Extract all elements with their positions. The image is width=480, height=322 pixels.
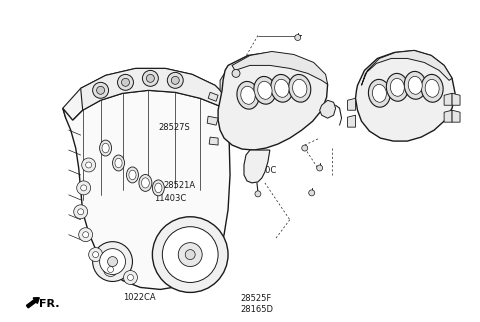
Text: FR.: FR. — [39, 299, 60, 309]
Ellipse shape — [241, 86, 255, 104]
Ellipse shape — [237, 81, 259, 109]
Text: 11403C: 11403C — [233, 114, 265, 123]
Ellipse shape — [404, 71, 426, 99]
Ellipse shape — [152, 180, 164, 196]
Ellipse shape — [112, 155, 124, 171]
Ellipse shape — [139, 175, 152, 191]
Circle shape — [93, 242, 132, 281]
Ellipse shape — [142, 178, 149, 188]
Circle shape — [162, 227, 218, 282]
Polygon shape — [81, 68, 228, 110]
Ellipse shape — [408, 76, 422, 94]
Ellipse shape — [386, 73, 408, 101]
Circle shape — [168, 72, 183, 88]
Polygon shape — [63, 90, 230, 289]
Circle shape — [185, 250, 195, 260]
Polygon shape — [320, 100, 336, 118]
Circle shape — [317, 165, 323, 171]
Polygon shape — [232, 52, 328, 84]
Circle shape — [108, 257, 118, 267]
Ellipse shape — [275, 79, 289, 97]
Polygon shape — [207, 116, 218, 125]
Circle shape — [143, 71, 158, 86]
Circle shape — [83, 232, 89, 238]
Ellipse shape — [271, 74, 293, 102]
Circle shape — [79, 228, 93, 242]
Polygon shape — [220, 65, 268, 108]
Text: 28527S: 28527S — [159, 123, 191, 132]
Ellipse shape — [127, 167, 138, 183]
Circle shape — [232, 70, 240, 77]
Ellipse shape — [288, 74, 311, 102]
Circle shape — [96, 86, 105, 94]
Ellipse shape — [155, 183, 162, 193]
Circle shape — [123, 270, 137, 284]
Polygon shape — [63, 68, 228, 120]
Ellipse shape — [425, 79, 439, 97]
Ellipse shape — [254, 76, 276, 104]
Circle shape — [85, 162, 92, 168]
Text: 28510C: 28510C — [245, 166, 277, 175]
Polygon shape — [208, 92, 218, 101]
Polygon shape — [444, 110, 452, 122]
Circle shape — [121, 78, 130, 86]
Polygon shape — [452, 93, 460, 105]
Circle shape — [104, 262, 118, 277]
Ellipse shape — [292, 79, 307, 97]
Circle shape — [152, 217, 228, 292]
Circle shape — [108, 267, 114, 272]
Circle shape — [302, 145, 308, 151]
Circle shape — [81, 185, 87, 191]
Ellipse shape — [102, 143, 109, 153]
Circle shape — [93, 82, 108, 98]
Circle shape — [295, 34, 301, 41]
Ellipse shape — [258, 81, 272, 99]
Circle shape — [77, 181, 91, 195]
Text: 28165D: 28165D — [240, 305, 273, 314]
Circle shape — [128, 275, 133, 280]
Circle shape — [93, 251, 98, 258]
Text: 28521A: 28521A — [164, 181, 196, 190]
FancyArrow shape — [26, 298, 39, 308]
Polygon shape — [348, 98, 356, 110]
Polygon shape — [452, 110, 460, 122]
Polygon shape — [209, 137, 218, 145]
Circle shape — [171, 76, 179, 84]
Text: 1022CA: 1022CA — [123, 293, 156, 302]
Ellipse shape — [100, 140, 111, 156]
Polygon shape — [356, 51, 455, 141]
Circle shape — [118, 74, 133, 90]
Text: 11403C: 11403C — [154, 194, 186, 203]
Ellipse shape — [372, 84, 386, 102]
Polygon shape — [218, 52, 328, 150]
Circle shape — [78, 209, 84, 215]
Circle shape — [89, 248, 103, 261]
Circle shape — [146, 74, 155, 82]
Ellipse shape — [369, 80, 390, 107]
Ellipse shape — [115, 158, 122, 168]
Polygon shape — [348, 115, 356, 127]
Circle shape — [178, 243, 202, 267]
Polygon shape — [244, 150, 270, 183]
Ellipse shape — [129, 170, 136, 180]
Ellipse shape — [390, 78, 404, 96]
Polygon shape — [444, 93, 452, 105]
Circle shape — [100, 249, 125, 275]
Circle shape — [82, 158, 96, 172]
Polygon shape — [361, 51, 452, 85]
Circle shape — [309, 190, 315, 196]
Circle shape — [255, 191, 261, 197]
Ellipse shape — [421, 74, 443, 102]
Text: 28525F: 28525F — [240, 294, 271, 303]
Circle shape — [74, 205, 88, 219]
